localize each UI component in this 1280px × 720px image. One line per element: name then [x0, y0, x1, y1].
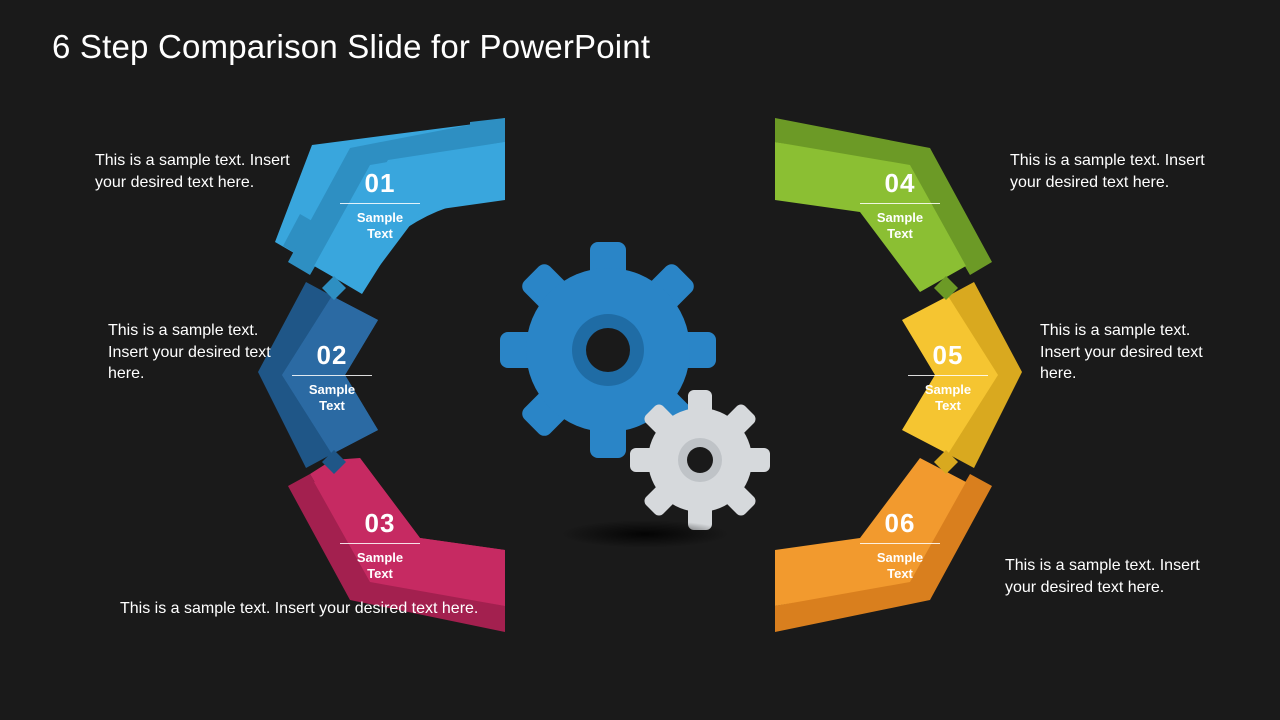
gear-small — [630, 390, 770, 530]
step-text: SampleText — [840, 210, 960, 241]
step-rule — [292, 375, 372, 376]
caption-05: This is a sample text. Insert your desir… — [1040, 320, 1210, 385]
step-text: SampleText — [888, 382, 1008, 413]
step-06-label: 06 SampleText — [840, 508, 960, 581]
step-text: SampleText — [320, 210, 440, 241]
step-text: SampleText — [840, 550, 960, 581]
step-04-label: 04 SampleText — [840, 168, 960, 241]
caption-01: This is a sample text. Insert your desir… — [95, 150, 295, 193]
caption-03: This is a sample text. Insert your desir… — [120, 598, 500, 620]
step-num: 03 — [320, 508, 440, 539]
step-01-label: 01 SampleText — [320, 168, 440, 241]
step-02-label: 02 SampleText — [272, 340, 392, 413]
step-text: SampleText — [320, 550, 440, 581]
caption-02: This is a sample text. Insert your desir… — [108, 320, 278, 385]
caption-06: This is a sample text. Insert your desir… — [1005, 555, 1205, 598]
step-num: 01 — [320, 168, 440, 199]
step-05-label: 05 SampleText — [888, 340, 1008, 413]
gear-shadow — [560, 520, 730, 548]
step-rule — [340, 543, 420, 544]
step-text: SampleText — [272, 382, 392, 413]
step-rule — [860, 543, 940, 544]
step-num: 04 — [840, 168, 960, 199]
step-num: 06 — [840, 508, 960, 539]
step-03-label: 03 SampleText — [320, 508, 440, 581]
step-rule — [908, 375, 988, 376]
step-rule — [860, 203, 940, 204]
step-rule — [340, 203, 420, 204]
step-num: 05 — [888, 340, 1008, 371]
step-num: 02 — [272, 340, 392, 371]
slide-stage: 6 Step Comparison Slide for PowerPoint — [0, 0, 1280, 720]
caption-04: This is a sample text. Insert your desir… — [1010, 150, 1210, 193]
